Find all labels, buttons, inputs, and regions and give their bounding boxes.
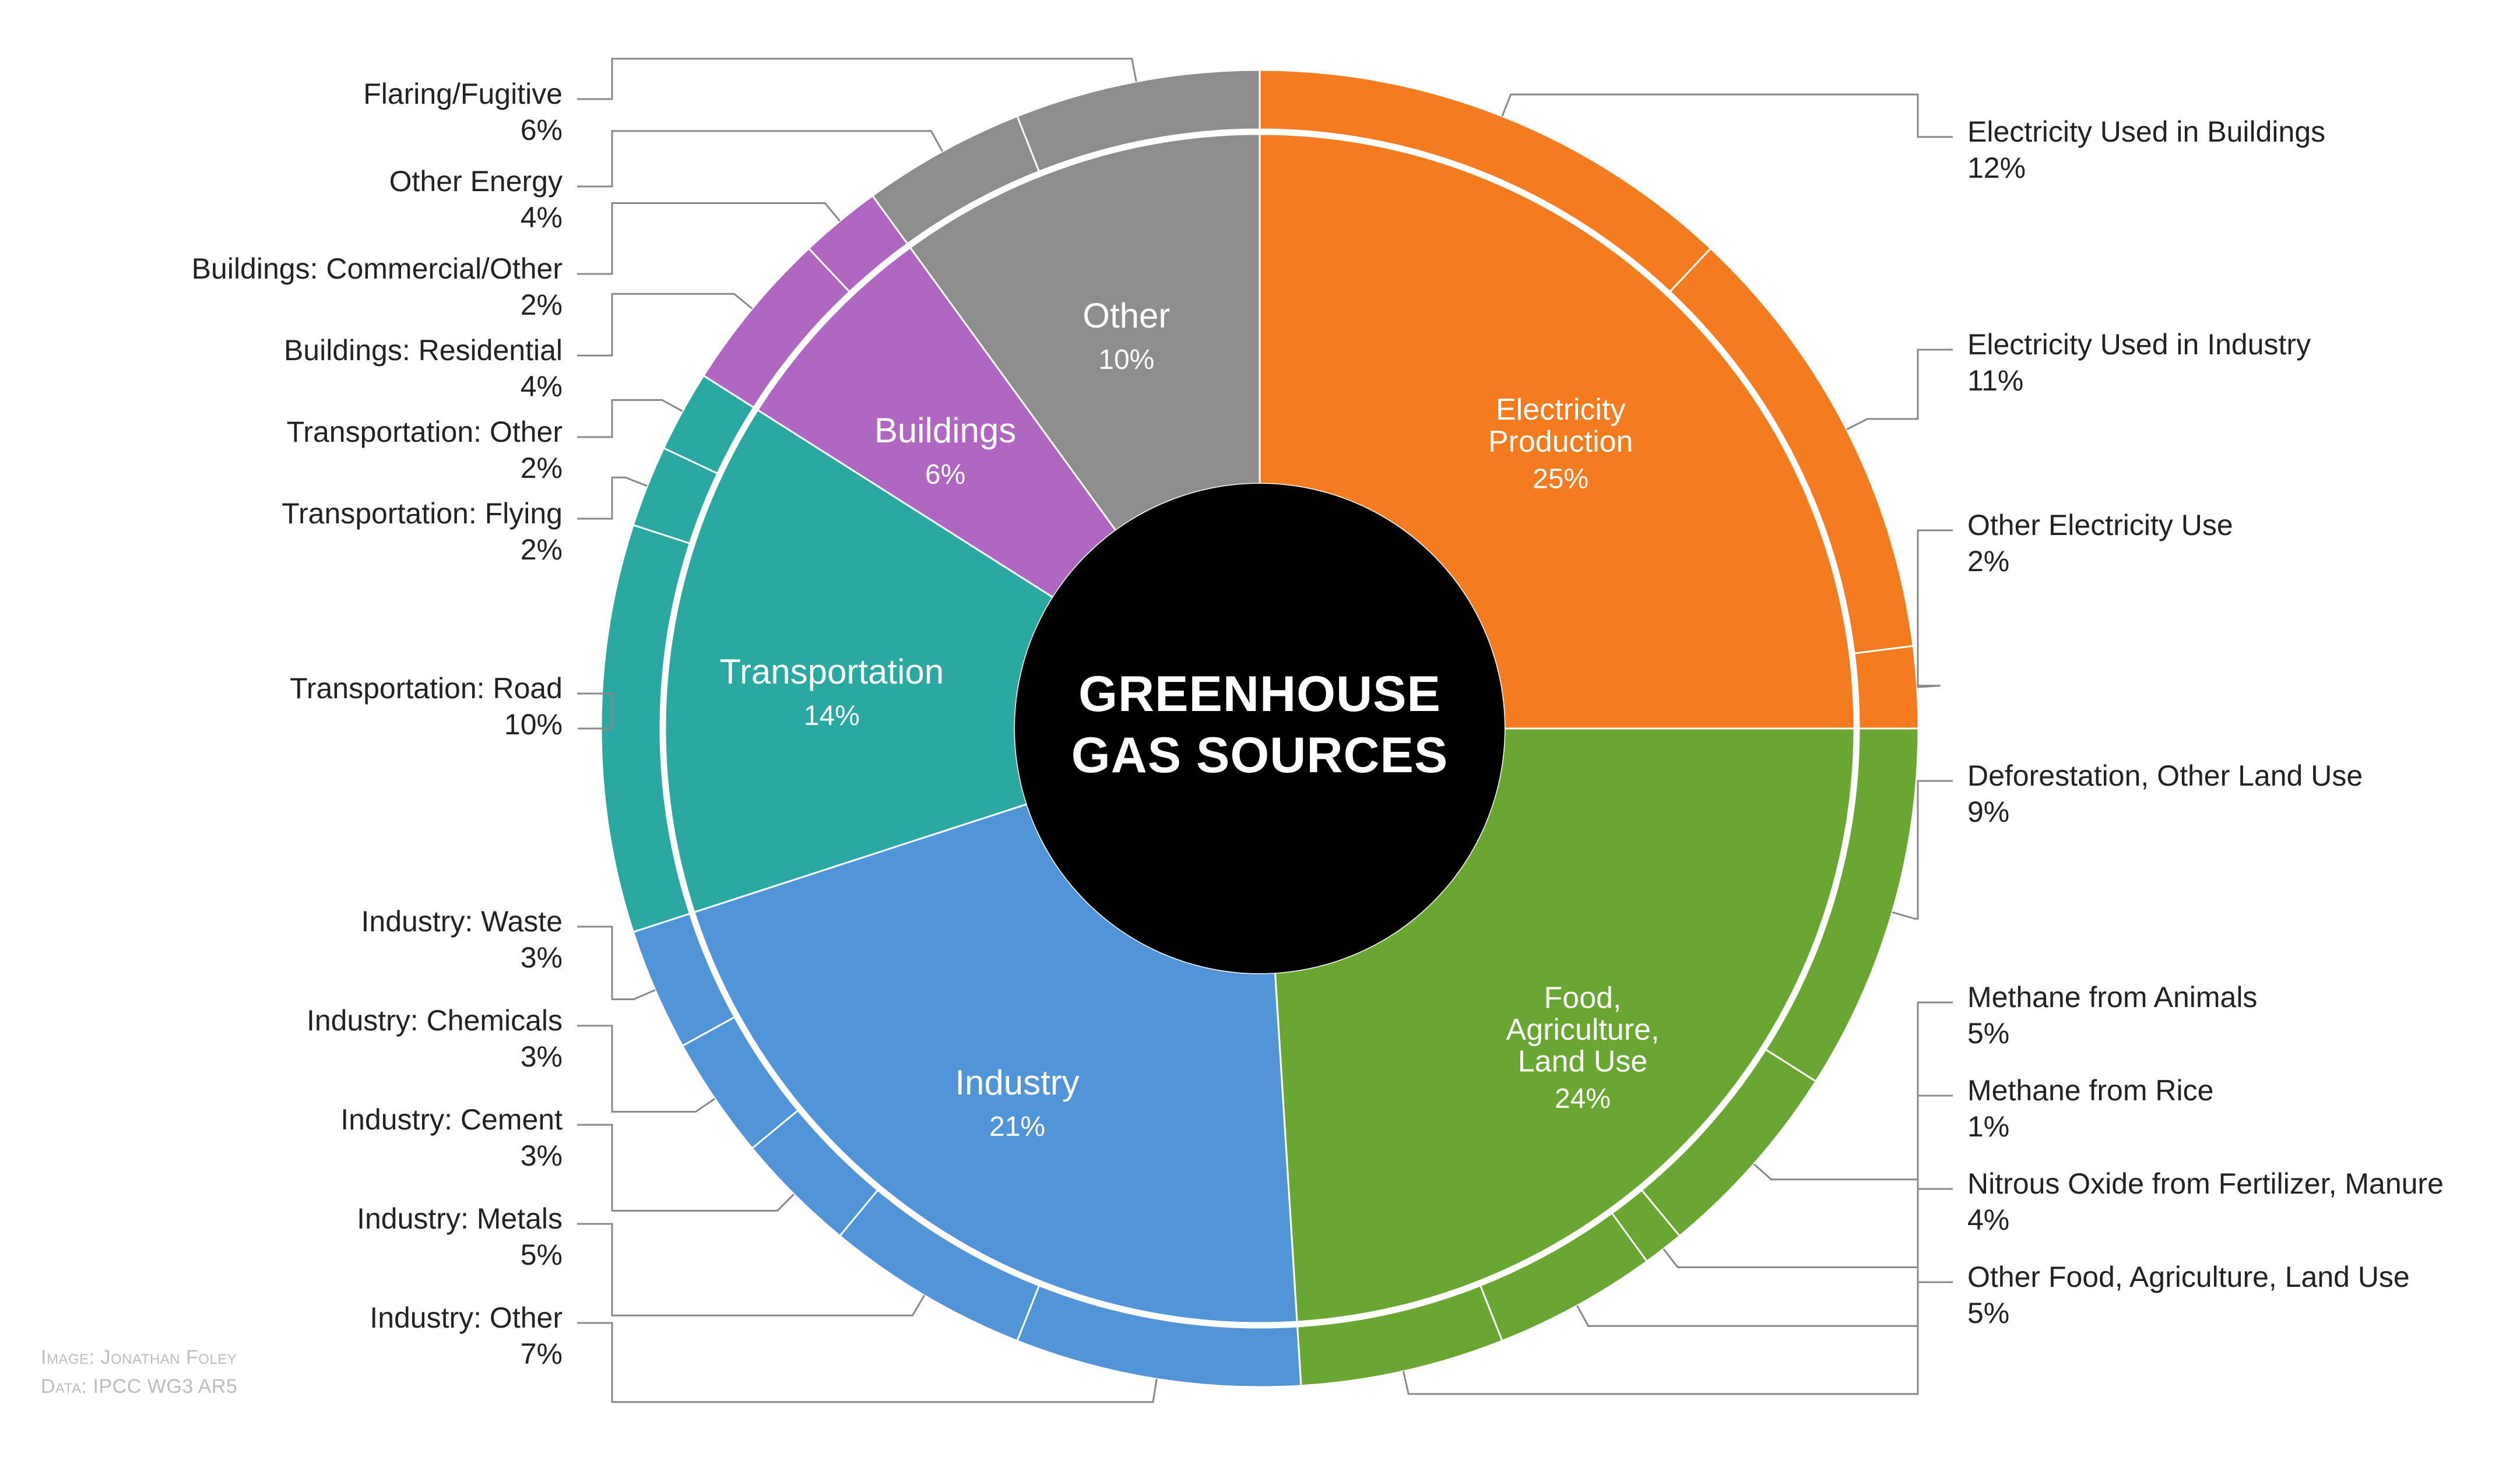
center-title-line2: GAS SOURCES	[1071, 727, 1449, 783]
inner-pct-food: 24%	[1555, 1083, 1611, 1114]
outer-pct-ind-other: 7%	[521, 1338, 563, 1370]
outer-pct-bld-res: 4%	[521, 370, 563, 403]
outer-label-ind-cement: Industry: Cement	[340, 1103, 563, 1136]
inner-label-buildings-l0: Buildings	[874, 411, 1017, 450]
outer-label-methane-animals: Methane from Animals	[1967, 981, 2257, 1013]
center-title-line1: GREENHOUSE	[1078, 666, 1441, 722]
outer-pct-ind-waste: 3%	[521, 941, 563, 974]
inner-pct-other: 10%	[1098, 344, 1154, 375]
outer-pct-other-energy: 4%	[521, 201, 563, 234]
outer-pct-elec-other: 2%	[1967, 545, 2009, 578]
outer-pct-ind-chemicals: 3%	[521, 1040, 563, 1073]
credit-image: Image: Jonathan Foley	[41, 1346, 237, 1368]
inner-pct-electricity: 25%	[1533, 463, 1588, 494]
inner-label-food-l1: Agriculture,	[1506, 1013, 1660, 1047]
outer-label-bld-res: Buildings: Residential	[284, 334, 563, 367]
outer-pct-methane-animals: 5%	[1967, 1017, 2009, 1050]
outer-label-bld-com: Buildings: Commercial/Other	[192, 252, 563, 285]
outer-label-ind-chemicals: Industry: Chemicals	[307, 1004, 563, 1037]
outer-pct-trans-other: 2%	[521, 452, 563, 484]
outer-label-deforestation: Deforestation, Other Land Use	[1967, 759, 2363, 792]
outer-label-ind-other: Industry: Other	[370, 1301, 563, 1334]
outer-label-elec-buildings: Electricity Used in Buildings	[1967, 115, 2325, 148]
outer-pct-food-other: 5%	[1967, 1297, 2009, 1329]
outer-pct-deforestation: 9%	[1967, 796, 2009, 828]
outer-pct-trans-flying: 2%	[521, 533, 563, 566]
outer-label-other-energy: Other Energy	[389, 165, 563, 198]
outer-pct-elec-buildings: 12%	[1967, 152, 2026, 184]
inner-pct-industry: 21%	[989, 1111, 1045, 1142]
outer-label-elec-other: Other Electricity Use	[1967, 509, 2233, 541]
outer-label-methane-rice: Methane from Rice	[1967, 1074, 2213, 1107]
outer-pct-ind-metals: 5%	[521, 1238, 563, 1271]
outer-pct-methane-rice: 1%	[1967, 1110, 2009, 1143]
outer-pct-flaring: 6%	[521, 114, 563, 146]
sunburst-chart: GREENHOUSEGAS SOURCES ElectricityProducti…	[0, 0, 2520, 1457]
inner-label-transportation-l0: Transportation	[720, 652, 944, 691]
outer-label-ind-metals: Industry: Metals	[357, 1202, 563, 1235]
outer-label-food-other: Other Food, Agriculture, Land Use	[1967, 1261, 2410, 1293]
outer-slice-elec-other	[1854, 646, 1918, 728]
inner-label-food-l0: Food,	[1544, 981, 1622, 1015]
inner-label-other-l0: Other	[1082, 296, 1170, 335]
outer-label-elec-industry: Electricity Used in Industry	[1967, 328, 2311, 361]
outer-pct-trans-road: 10%	[504, 708, 563, 741]
outer-label-nitrous: Nitrous Oxide from Fertilizer, Manure	[1967, 1167, 2444, 1200]
inner-label-electricity-l1: Production	[1488, 425, 1633, 459]
inner-label-electricity-l0: Electricity	[1496, 393, 1625, 427]
inner-pct-transportation: 14%	[804, 701, 860, 731]
outer-label-trans-road: Transportation: Road	[290, 672, 563, 705]
inner-label-industry-l0: Industry	[955, 1063, 1079, 1102]
outer-label-flaring: Flaring/Fugitive	[363, 78, 563, 110]
outer-pct-nitrous: 4%	[1967, 1203, 2009, 1236]
outer-pct-bld-com: 2%	[521, 288, 563, 321]
inner-pct-buildings: 6%	[925, 459, 965, 490]
outer-label-ind-waste: Industry: Waste	[361, 905, 563, 938]
outer-pct-ind-cement: 3%	[521, 1139, 563, 1172]
outer-label-trans-flying: Transportation: Flying	[282, 497, 563, 530]
outer-pct-elec-industry: 11%	[1967, 364, 2023, 397]
credit-data: Data: IPCC WG3 AR5	[41, 1375, 237, 1398]
inner-label-food-l2: Land Use	[1518, 1045, 1648, 1079]
outer-label-trans-other: Transportation: Other	[287, 416, 563, 448]
